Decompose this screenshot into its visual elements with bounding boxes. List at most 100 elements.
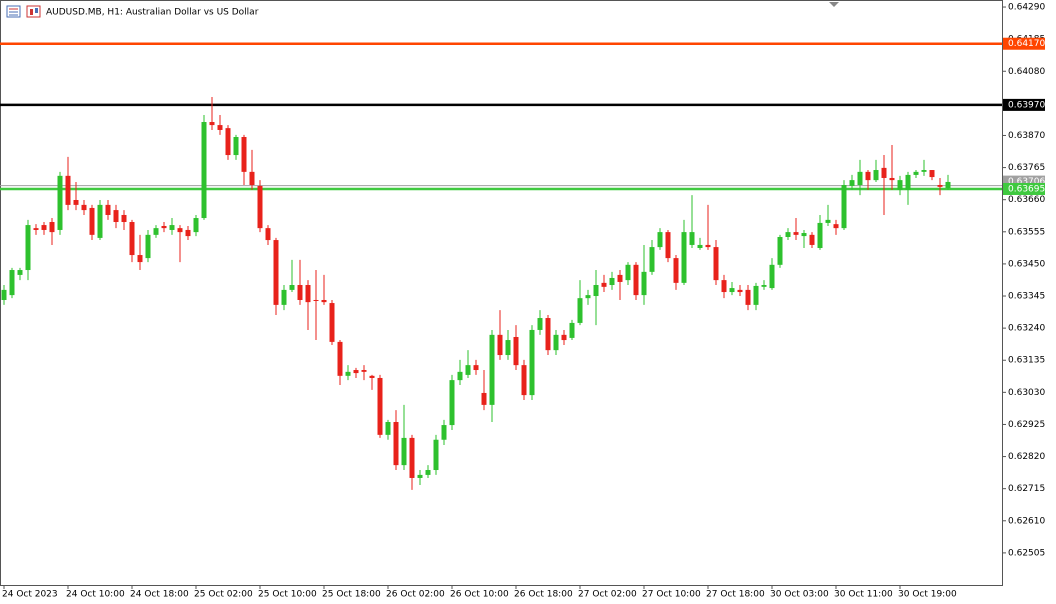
- candle-body: [33, 228, 39, 230]
- candle-body: [601, 282, 607, 287]
- candle-body: [785, 232, 791, 237]
- candle-body: [905, 174, 911, 190]
- candle-body: [569, 322, 575, 338]
- icon-bar: [35, 8, 38, 13]
- price-label-box: [1003, 37, 1045, 50]
- candle-body: [113, 210, 119, 223]
- x-tick-label: 24 Oct 18:00: [130, 590, 189, 600]
- candle-body: [81, 204, 87, 211]
- candle-body: [249, 171, 255, 186]
- x-tick-label: 30 Oct 19:00: [898, 590, 957, 600]
- candle-body: [505, 340, 511, 356]
- candle-body: [153, 228, 159, 235]
- candle-body: [881, 167, 887, 178]
- shift-marker: [829, 2, 839, 7]
- candle-body: [57, 175, 63, 230]
- x-tick-label: 30 Oct 03:00: [770, 590, 829, 600]
- x-tick-label: 26 Oct 18:00: [514, 590, 573, 600]
- chart-title: AUDUSD.MB, H1: Australian Dollar vs US D…: [46, 8, 259, 18]
- candle-body: [921, 170, 927, 172]
- y-tick-label: 0.63240: [1008, 324, 1045, 334]
- candle-body: [353, 370, 359, 374]
- candle-body: [937, 185, 943, 187]
- candle-body: [737, 289, 743, 293]
- candle-body: [1, 289, 7, 300]
- y-tick-label: 0.63135: [1008, 356, 1045, 366]
- candle-body: [25, 225, 31, 271]
- candle-body: [417, 474, 423, 478]
- candle-body: [681, 232, 687, 283]
- candle-body: [801, 233, 807, 237]
- candle-body: [537, 318, 543, 330]
- y-tick-label: 0.64290: [1008, 3, 1045, 13]
- y-tick-label: 0.62820: [1008, 452, 1045, 462]
- y-tick-label: 0.63660: [1008, 195, 1045, 205]
- candle-body: [769, 264, 775, 289]
- candle-body: [369, 375, 375, 378]
- candle-body: [401, 437, 407, 466]
- icon-bar: [30, 9, 33, 15]
- candle-body: [9, 270, 15, 296]
- candle-body: [777, 236, 783, 265]
- candle-body: [665, 232, 671, 259]
- candle-body: [281, 289, 287, 305]
- y-tick-label: 0.62925: [1008, 420, 1045, 430]
- candle-body: [761, 285, 767, 287]
- candle-body: [385, 422, 391, 435]
- candle-body: [817, 222, 823, 249]
- candle-body: [473, 365, 479, 371]
- candle-body: [313, 299, 319, 301]
- candle-body: [889, 177, 895, 181]
- x-tick-label: 25 Oct 02:00: [194, 590, 253, 600]
- price-label: 0.63706: [1008, 177, 1045, 187]
- candle-body: [241, 136, 247, 172]
- candle-body: [625, 264, 631, 281]
- candle-body: [521, 365, 527, 396]
- candle-body: [177, 228, 183, 233]
- y-tick-label: 0.63345: [1008, 292, 1045, 302]
- x-tick-label: 24 Oct 10:00: [66, 590, 125, 600]
- x-tick-label: 26 Oct 10:00: [450, 590, 509, 600]
- y-tick-label: 0.63450: [1008, 259, 1045, 269]
- candle-body: [121, 214, 127, 223]
- candle-body: [849, 180, 855, 186]
- candle-body: [585, 295, 591, 299]
- x-tick-label: 26 Oct 02:00: [386, 590, 445, 600]
- candle-body: [305, 285, 311, 303]
- y-tick-label: 0.63870: [1008, 131, 1045, 141]
- candle-body: [129, 222, 135, 256]
- candle-body: [49, 222, 55, 233]
- icon: [26, 5, 41, 18]
- candle-body: [217, 125, 223, 130]
- price-label: 0.64170: [1008, 39, 1045, 49]
- candle-body: [553, 334, 559, 351]
- candle-body: [649, 247, 655, 272]
- y-tick-label: 0.62715: [1008, 484, 1045, 494]
- axis: 0.642900.641850.640800.639750.638700.637…: [2, 3, 1045, 600]
- candle-body: [793, 232, 799, 235]
- candle-body: [841, 185, 847, 229]
- candle-body: [265, 228, 271, 241]
- candle-body: [377, 377, 383, 435]
- candle-body: [329, 303, 335, 342]
- candle-body: [753, 285, 759, 305]
- candle-body: [225, 128, 231, 156]
- y-tick-label: 0.63030: [1008, 388, 1045, 398]
- candle-body: [137, 255, 143, 263]
- candle-body: [193, 218, 199, 233]
- candle-body: [489, 334, 495, 405]
- candle-body: [233, 136, 239, 156]
- candle-body: [561, 334, 567, 341]
- candle-body: [513, 336, 519, 366]
- candle-body: [913, 171, 919, 175]
- price-label: 0.63970: [1008, 100, 1045, 110]
- candle-body: [337, 341, 343, 376]
- price-label: 0.63695: [1008, 184, 1045, 194]
- candle-body: [713, 247, 719, 281]
- candle-body: [73, 199, 79, 205]
- x-tick-label: 25 Oct 18:00: [322, 590, 381, 600]
- candle-body: [433, 439, 439, 471]
- candle-body: [745, 289, 751, 305]
